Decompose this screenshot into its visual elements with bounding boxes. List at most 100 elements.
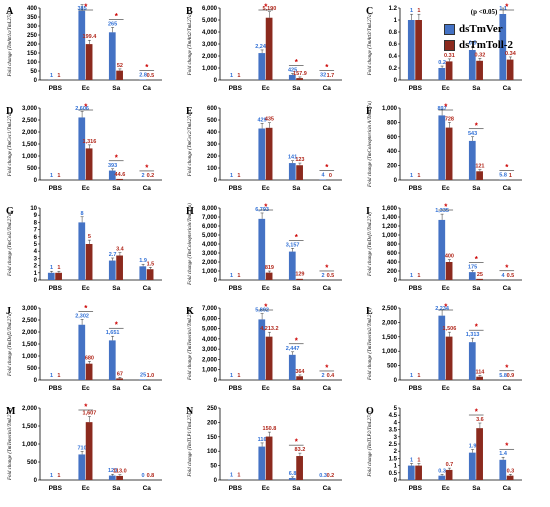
data-label: 1 (50, 173, 53, 179)
x-tick-label: Ca (323, 85, 332, 92)
data-label: 0.9 (507, 373, 515, 379)
data-label: 6.8 (289, 471, 297, 477)
y-tick-label: 4,000 (202, 30, 218, 36)
bar (85, 44, 93, 80)
data-label: 1 (57, 73, 60, 79)
bar (116, 378, 123, 380)
bar (288, 478, 296, 480)
x-tick-label: Sa (292, 485, 300, 492)
legend-swatch-dstmtoll2 (444, 39, 455, 51)
bar (445, 262, 453, 280)
x-tick-label: Sa (292, 285, 300, 292)
data-label: 0.3 (507, 468, 515, 474)
bar (108, 170, 116, 180)
y-tick-label: 1,500 (382, 335, 398, 341)
data-label: 2,243 (255, 44, 269, 50)
y-axis-label: Fold change (TmCol2/TmL27a) (8, 212, 13, 277)
bar (85, 422, 93, 480)
x-tick-label: PBS (229, 385, 243, 392)
data-label: 1,313 (466, 332, 480, 338)
y-tick-label: 500 (27, 166, 38, 172)
y-tick-label: 1,400 (382, 215, 398, 221)
data-label: 123 (108, 468, 117, 474)
y-tick-label: 2,000 (202, 357, 218, 363)
bar (108, 32, 116, 80)
significance-star: * (145, 63, 149, 72)
significance-star: * (505, 3, 509, 12)
panel-letter: F (366, 106, 372, 117)
x-tick-label: Sa (292, 185, 300, 192)
y-tick-label: 0 (34, 278, 38, 284)
bar (445, 127, 453, 180)
data-label: 710 (77, 445, 86, 451)
y-tick-label: 2,500 (382, 306, 398, 312)
y-tick-label: 3.5 (389, 428, 398, 434)
bar (116, 178, 123, 180)
significance-star: * (295, 58, 299, 67)
x-tick-label: PBS (229, 185, 243, 192)
data-label: 1 (417, 8, 420, 14)
x-tick-label: Ec (82, 185, 90, 192)
data-label: 680 (85, 355, 94, 361)
data-label: 1 (57, 173, 60, 179)
data-label: 1 (509, 173, 512, 179)
y-tick-label: 1,000 (382, 233, 398, 239)
panel-letter: L (366, 306, 373, 317)
panel-letter: O (366, 406, 374, 417)
significance-star: * (505, 363, 509, 372)
significance-star: * (115, 12, 119, 21)
data-label: 150.8 (263, 426, 277, 432)
y-tick-label: 1.2 (389, 6, 398, 12)
data-label: 1 (230, 473, 233, 479)
data-label: 4 (322, 172, 326, 178)
x-tick-label: PBS (229, 85, 243, 92)
data-label: 1 (50, 73, 53, 79)
y-tick-label: 200 (207, 420, 218, 426)
y-tick-label: 0 (214, 378, 218, 384)
y-tick-label: 100 (207, 166, 218, 172)
data-label: 0 (329, 173, 332, 179)
y-tick-label: 0 (394, 478, 398, 484)
data-label: 2 (142, 173, 145, 179)
data-label: 0.5 (507, 273, 515, 279)
data-label: 67 (117, 371, 123, 377)
y-tick-label: 50 (210, 464, 217, 470)
y-axis-label: Fold change (TmColeoptericin/TmL27a) (188, 203, 193, 286)
panel-letter: N (186, 406, 194, 417)
legend-item-dstmver: dsTmVer (444, 22, 548, 36)
panel-letter: K (186, 306, 194, 317)
x-tick-label: Ca (503, 85, 512, 92)
panel-letter: H (186, 206, 194, 217)
bar (506, 59, 514, 80)
y-tick-label: 2,500 (22, 118, 38, 124)
data-label: 429 (257, 117, 266, 123)
data-label: 5.8 (499, 373, 507, 379)
y-axis-label: Fold change (TmDef1/TmL27a) (368, 212, 373, 277)
y-tick-label: 800 (387, 242, 398, 248)
significance-star: * (295, 438, 299, 447)
y-tick-label: 300 (207, 142, 218, 148)
data-label: 1.7 (327, 73, 335, 79)
data-label: 543 (468, 131, 477, 137)
data-label: 1.0 (147, 373, 155, 379)
data-label: 2 (322, 273, 325, 279)
y-tick-label: 3 (34, 256, 38, 262)
data-label: 4,213.2 (260, 326, 278, 332)
data-label: 1,335 (435, 208, 449, 214)
x-tick-label: Ca (503, 385, 512, 392)
data-label: 1 (50, 373, 53, 379)
legend: dsTmVer dsTmToll-2 (444, 22, 548, 54)
y-tick-label: 0.8 (389, 30, 398, 36)
panel-letter: M (6, 406, 16, 417)
data-label: 0.5 (469, 41, 477, 47)
y-tick-label: 4,000 (202, 337, 218, 343)
data-label: 8 (81, 211, 84, 217)
y-axis-label: Fold change (TmCec2/TmL27a) (188, 111, 193, 177)
bar (468, 50, 476, 80)
y-axis-label: Fold change (TmTenecin2/TmL27a) (368, 308, 373, 381)
significance-star: * (444, 203, 448, 212)
